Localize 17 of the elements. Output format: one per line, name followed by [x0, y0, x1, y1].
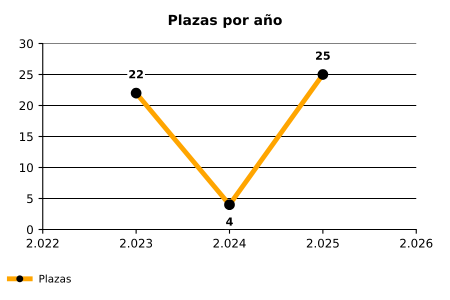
- y-tick-label: 20: [20, 101, 33, 110]
- data-label: 4: [226, 218, 233, 226]
- chart-title: Plazas por año: [168, 14, 282, 28]
- x-tick-label: 2.023: [120, 238, 152, 248]
- y-tick-label: 25: [20, 70, 33, 80]
- x-tick-label: 2.022: [26, 238, 58, 248]
- y-tick-label: 10: [20, 163, 33, 172]
- x-tick-label: 2.025: [306, 238, 339, 248]
- legend-label: Plazas: [40, 274, 71, 283]
- y-tick-label: 30: [20, 39, 33, 48]
- x-tick-label: 2.024: [213, 238, 246, 248]
- y-tick-label: 5: [27, 194, 33, 204]
- y-tick-label: 15: [20, 132, 33, 142]
- data-label: 22: [129, 70, 143, 78]
- y-tick-label: 0: [26, 225, 33, 234]
- data-label: 25: [316, 51, 330, 60]
- x-tick-label: 2.026: [400, 238, 432, 248]
